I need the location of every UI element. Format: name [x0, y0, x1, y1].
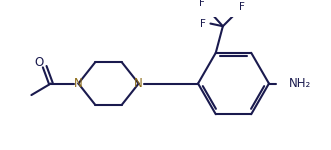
Text: F: F: [199, 0, 205, 8]
Text: N: N: [134, 77, 143, 90]
Text: N: N: [74, 77, 83, 90]
Text: F: F: [239, 2, 245, 12]
Text: NH₂: NH₂: [288, 77, 311, 90]
Text: O: O: [35, 56, 44, 69]
Text: F: F: [200, 20, 206, 29]
